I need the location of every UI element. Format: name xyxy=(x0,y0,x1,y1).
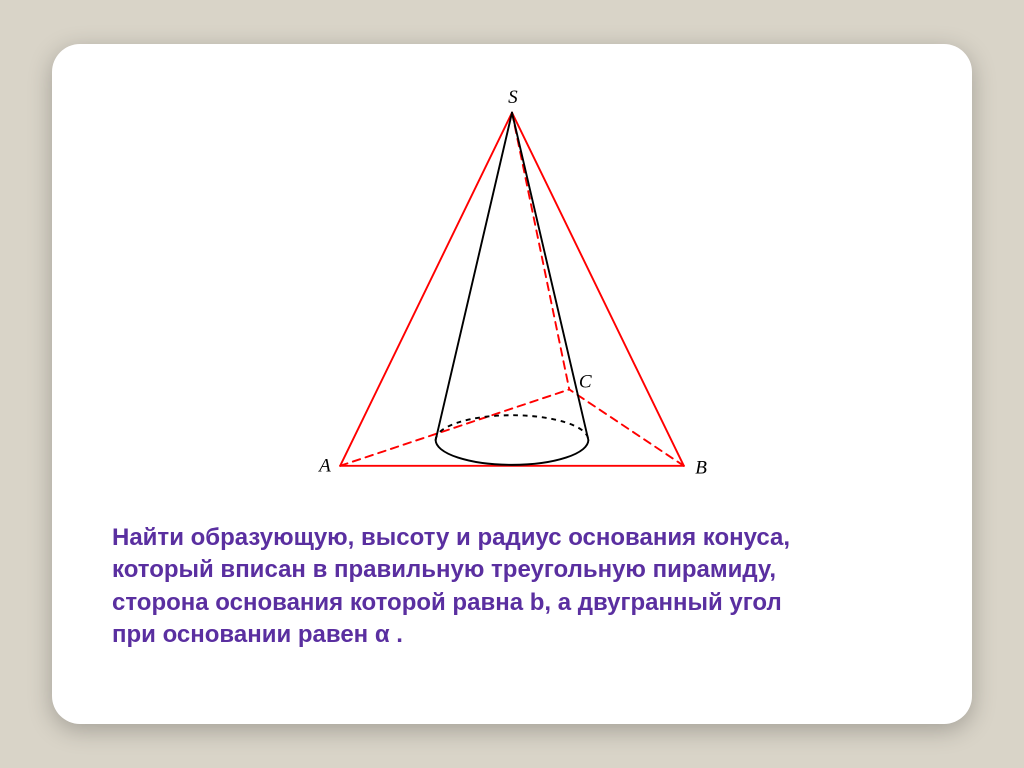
problem-line: который вписан в правильную треугольную … xyxy=(112,554,912,586)
svg-text:S: S xyxy=(508,87,518,108)
svg-text:C: C xyxy=(579,372,592,393)
problem-text: Найти образующую, высоту и радиус основа… xyxy=(112,522,912,652)
slide-card: S A B C Найти образующую, высоту и радиус о… xyxy=(52,44,972,724)
svg-text:B: B xyxy=(695,457,707,478)
problem-line: Найти образующую, высоту и радиус основа… xyxy=(112,522,912,554)
problem-line: при основании равен α . xyxy=(112,619,912,651)
problem-line: сторона основания которой равна b, а дву… xyxy=(112,587,912,619)
figure-container: S A B C xyxy=(112,84,912,504)
svg-text:A: A xyxy=(317,456,331,477)
geometry-diagram: S A B C xyxy=(272,84,752,504)
